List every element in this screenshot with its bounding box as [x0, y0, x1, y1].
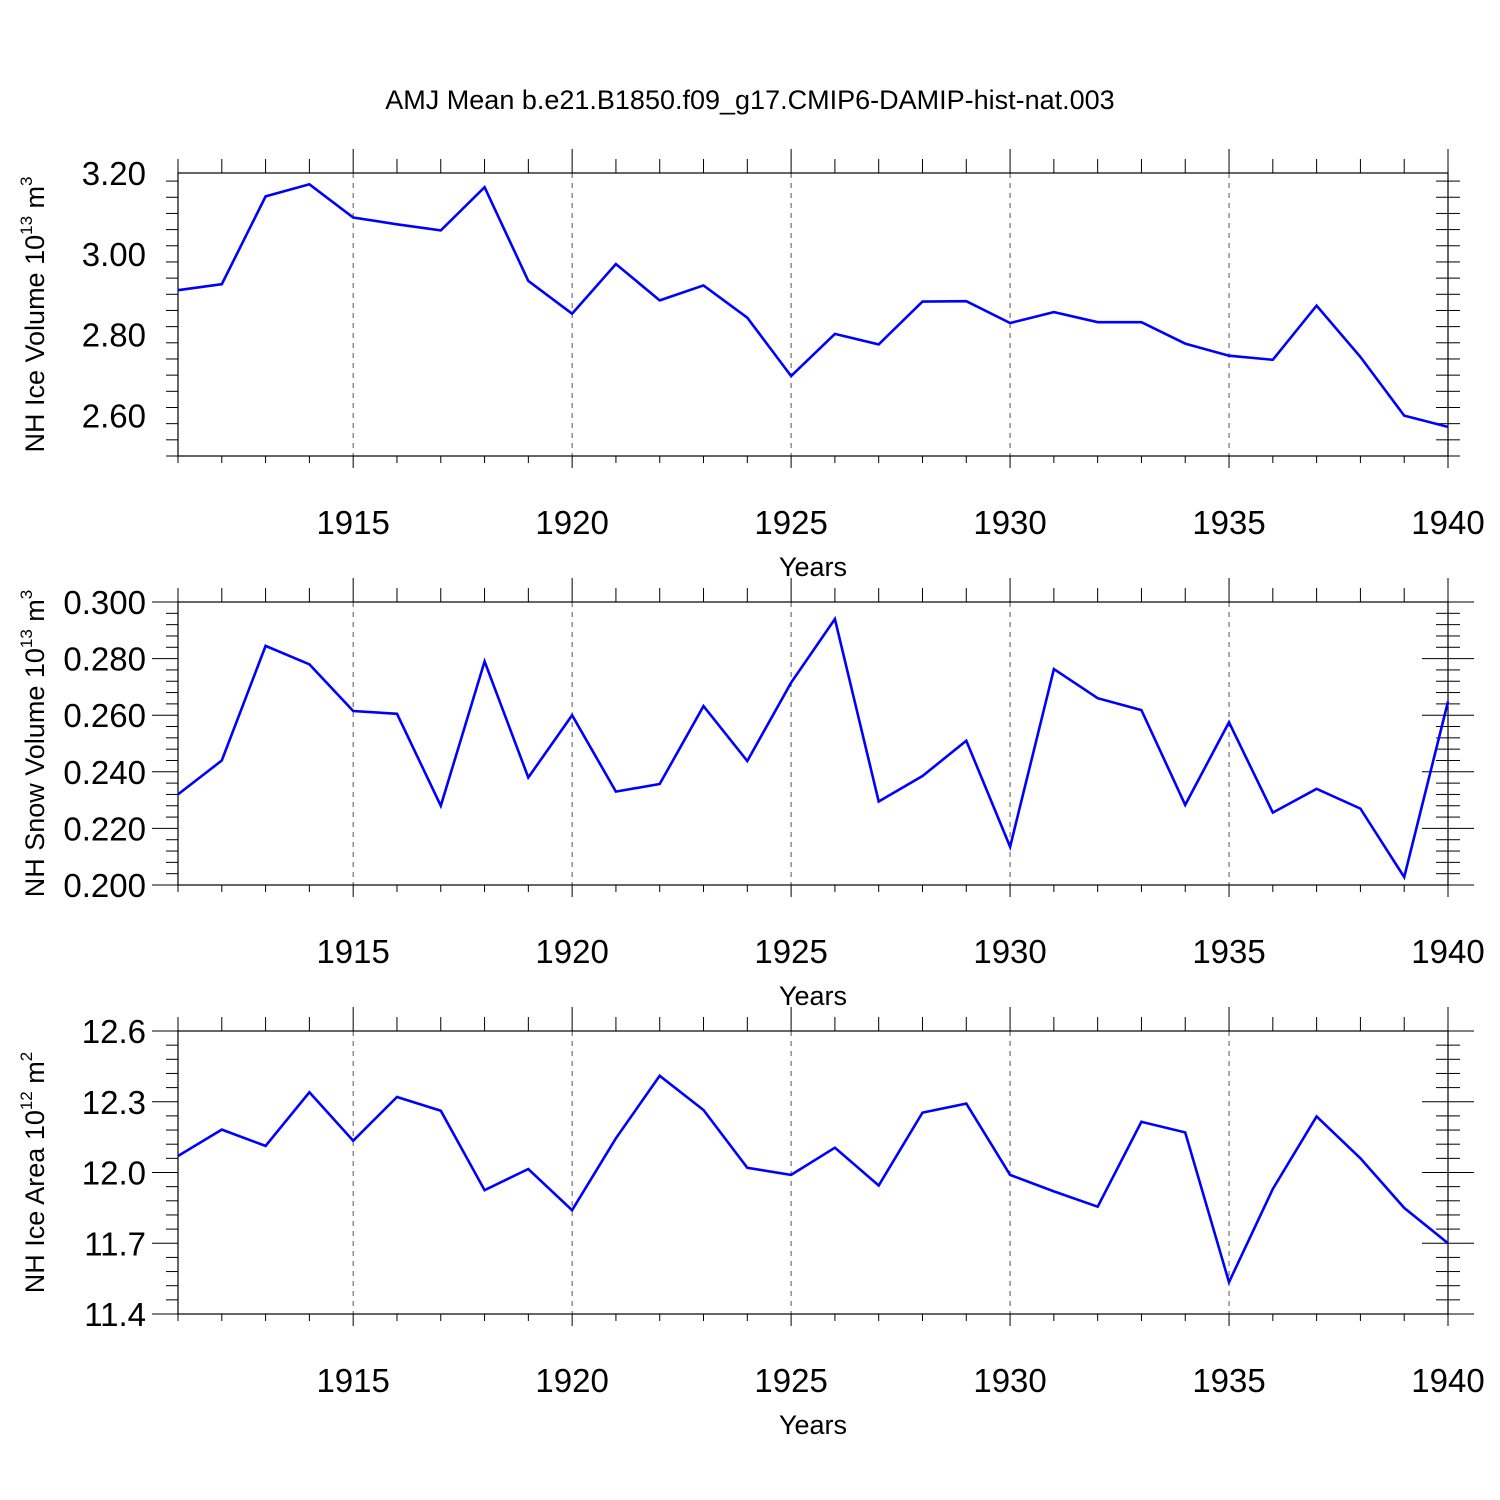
panel-1-frame	[177, 172, 1449, 457]
panel-2-ytick-label-4: 0.260	[63, 697, 146, 734]
panel-2-ytick-label-5: 0.280	[63, 641, 146, 678]
panel-3-xtick-label-1: 1915	[316, 1362, 389, 1399]
panel-2-ytick-label-1: 0.200	[63, 867, 146, 904]
panel-2-frame	[177, 601, 1449, 886]
panel-3-data-line	[177, 1073, 1449, 1286]
panel-2-ytick-label-3: 0.240	[63, 754, 146, 791]
panel-2-xtick-label-4: 1930	[973, 933, 1046, 970]
panel-3-xtick-label-3: 1925	[754, 1362, 827, 1399]
panel-2-ytick-label-2: 0.220	[63, 810, 146, 847]
panel-2-xtick-label-6: 1940	[1411, 933, 1484, 970]
panel-3-ytick-label-2: 11.7	[84, 1225, 146, 1262]
panel-3-xtick-label-6: 1940	[1411, 1362, 1484, 1399]
panel-2-data-line	[177, 615, 1450, 881]
panel-3-frame	[177, 1030, 1449, 1315]
panel-2-y-axis-label: NH Snow Volume 1013 m3	[17, 590, 50, 898]
figure-title: AMJ Mean b.e21.B1850.f09_g17.CMIP6-DAMIP…	[385, 85, 1115, 115]
panel-1-ytick-label-1: 2.60	[82, 398, 146, 435]
panel-1-data-line	[177, 182, 1449, 429]
panel-1-ytick-label-3: 3.00	[82, 236, 146, 273]
panel-1-y-axis-label: NH Ice Volume 1013 m3	[17, 177, 50, 453]
panel-2-xtick-label-3: 1925	[754, 933, 827, 970]
panel-3-ytick-label-5: 12.6	[82, 1013, 146, 1050]
panel-1-xtick-label-3: 1925	[754, 504, 827, 541]
panel-3-y-axis-label: NH Ice Area 1012 m2	[17, 1052, 50, 1293]
panel-3-xtick-label-2: 1920	[535, 1362, 608, 1399]
panel-1-xtick-label-5: 1935	[1192, 504, 1265, 541]
panel-1-xtick-label-1: 1915	[316, 504, 389, 541]
panel-3-x-axis-label: Years	[779, 1410, 847, 1440]
panel-2-xtick-label-2: 1920	[535, 933, 608, 970]
panel-1-ytick-label-2: 2.80	[82, 317, 146, 354]
panel-2-xtick-label-1: 1915	[316, 933, 389, 970]
panel-3-ytick-label-4: 12.3	[82, 1084, 146, 1121]
panel-2-ytick-label-6: 0.300	[63, 584, 146, 621]
panel-1-xtick-label-4: 1930	[973, 504, 1046, 541]
panel-3-xtick-label-4: 1930	[973, 1362, 1046, 1399]
panel-1-x-axis-label: Years	[779, 552, 847, 582]
panel-3-xtick-label-5: 1935	[1192, 1362, 1265, 1399]
panel-3-ytick-label-3: 12.0	[82, 1155, 146, 1192]
panel-2-xtick-label-5: 1935	[1192, 933, 1265, 970]
panel-1-ytick-label-4: 3.20	[82, 155, 146, 192]
panel-1-xtick-label-2: 1920	[535, 504, 608, 541]
panel-2-x-axis-label: Years	[779, 981, 847, 1011]
panel-1-xtick-label-6: 1940	[1411, 504, 1484, 541]
panel-3-ytick-label-1: 11.4	[84, 1296, 146, 1333]
